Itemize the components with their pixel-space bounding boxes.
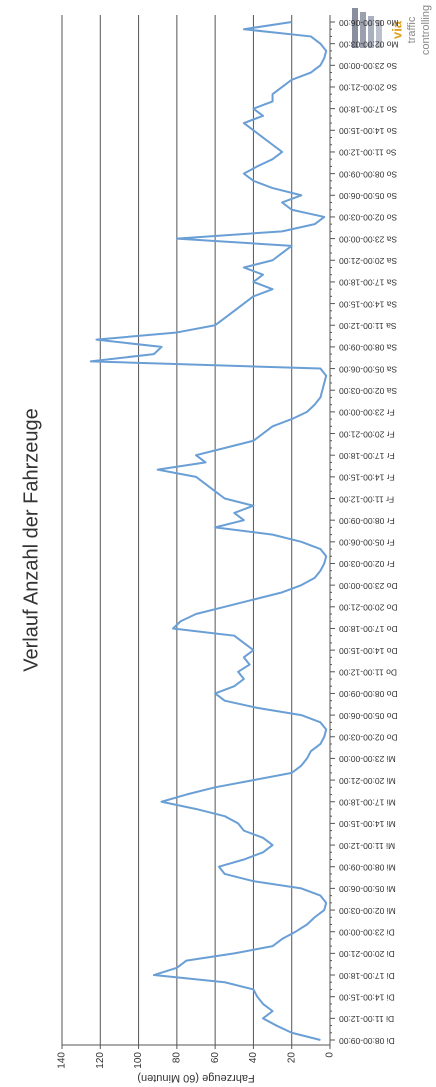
x-tick-label: So 02:00-03:00 bbox=[339, 213, 397, 223]
x-tick-label: Mi 02:00-03:00 bbox=[339, 906, 396, 916]
x-tick-label: Sa 23:00-00:00 bbox=[339, 234, 397, 244]
y-tick-label: 40 bbox=[248, 1052, 259, 1064]
y-tick-label: 100 bbox=[133, 1052, 144, 1069]
x-tick-label: Do 23:00-00:00 bbox=[339, 581, 398, 591]
x-tick-label: Mi 14:00-15:00 bbox=[339, 819, 396, 829]
chart-title: Verlauf Anzahl der Fahrzeuge bbox=[20, 408, 42, 672]
data-line bbox=[89, 21, 328, 1041]
x-tick-label: Di 08:00-09:00 bbox=[339, 1036, 395, 1046]
x-tick-label: Fr 14:00-15:00 bbox=[339, 473, 395, 483]
x-tick-label: Di 17:00-18:00 bbox=[339, 971, 395, 981]
logo-text: traffic bbox=[406, 16, 418, 43]
logo-bar bbox=[376, 20, 382, 48]
logo-text: via bbox=[389, 20, 404, 39]
y-tick-label: 0 bbox=[325, 1052, 336, 1058]
x-tick-label: So 11:00-12:00 bbox=[339, 148, 397, 158]
y-tick-label: 60 bbox=[210, 1052, 221, 1064]
x-tick-label: Sa 14:00-15:00 bbox=[339, 299, 397, 309]
x-tick-label: Sa 05:00-06:00 bbox=[339, 364, 397, 374]
x-tick-label: So 20:00-21:00 bbox=[339, 83, 397, 93]
x-tick-label: Do 17:00-18:00 bbox=[339, 624, 398, 634]
y-tick-label: 120 bbox=[95, 1052, 106, 1069]
x-tick-label: Di 11:00-12:00 bbox=[339, 1014, 394, 1024]
logo-bar bbox=[360, 12, 366, 48]
x-tick-label: Fr 05:00-06:00 bbox=[339, 538, 395, 548]
x-tick-label: Do 14:00-15:00 bbox=[339, 646, 398, 656]
x-tick-label: Fr 20:00-21:00 bbox=[339, 429, 395, 439]
x-tick-label: Do 08:00-09:00 bbox=[339, 689, 398, 699]
x-tick-label: Mo 02:00-03:00 bbox=[339, 39, 399, 49]
logo: via traffic controlling bbox=[352, 5, 432, 55]
x-tick-label: Mi 05:00-06:00 bbox=[339, 884, 396, 894]
x-tick-label: So 14:00-15:00 bbox=[339, 126, 397, 136]
x-tick-label: Do 20:00-21:00 bbox=[339, 603, 398, 613]
x-tick-label: Do 05:00-06:00 bbox=[339, 711, 398, 721]
x-tick-label: Di 14:00-15:00 bbox=[339, 992, 395, 1002]
x-tick-label: Fr 23:00-00:00 bbox=[339, 408, 395, 418]
x-tick-label: Mi 17:00-18:00 bbox=[339, 797, 396, 807]
x-tick-label: Fr 02:00-03:00 bbox=[339, 559, 395, 569]
x-tick-label: Di 23:00-00:00 bbox=[339, 927, 395, 937]
logo-text: controlling bbox=[420, 5, 432, 55]
y-tick-label: 20 bbox=[286, 1052, 297, 1064]
rotated-chart: Verlauf Anzahl der Fahrzeuge Fahrzeuge (… bbox=[20, 15, 399, 1084]
x-tick-label: Sa 17:00-18:00 bbox=[339, 278, 397, 288]
x-tick-label: Fr 08:00-09:00 bbox=[339, 516, 395, 526]
y-axis-label: Fahrzeuge (60 Minuten) bbox=[137, 1072, 254, 1084]
x-tick-label: Fr 11:00-12:00 bbox=[339, 494, 394, 504]
x-tick-label: So 17:00-18:00 bbox=[339, 104, 397, 114]
x-tick-label: Mi 23:00-00:00 bbox=[339, 754, 396, 764]
x-tick-label: Do 11:00-12:00 bbox=[339, 668, 397, 678]
x-tick-label: So 08:00-09:00 bbox=[339, 169, 397, 179]
x-tick-label: Fr 17:00-18:00 bbox=[339, 451, 395, 461]
x-tick-label: Di 20:00-21:00 bbox=[339, 949, 395, 959]
x-tick-label: Sa 11:00-12:00 bbox=[339, 321, 397, 331]
y-tick-label: 80 bbox=[171, 1052, 182, 1064]
x-tick-label: Mo 05:00-06:00 bbox=[339, 18, 399, 28]
x-tick-label: Mi 11:00-12:00 bbox=[339, 841, 395, 851]
y-tick-label: 140 bbox=[57, 1052, 68, 1069]
logo-bar bbox=[368, 16, 374, 48]
x-tick-label: So 23:00-00:00 bbox=[339, 61, 397, 71]
x-tick-label: Sa 02:00-03:00 bbox=[339, 386, 397, 396]
x-tick-label: So 05:00-06:00 bbox=[339, 191, 397, 201]
logo-bar bbox=[352, 8, 358, 48]
x-tick-label: Do 02:00-03:00 bbox=[339, 733, 398, 743]
x-tick-label: Mi 08:00-09:00 bbox=[339, 862, 396, 872]
x-tick-label: Mi 20:00-21:00 bbox=[339, 776, 396, 786]
x-tick-label: Sa 20:00-21:00 bbox=[339, 256, 397, 266]
x-tick-label: Sa 08:00-09:00 bbox=[339, 343, 397, 353]
